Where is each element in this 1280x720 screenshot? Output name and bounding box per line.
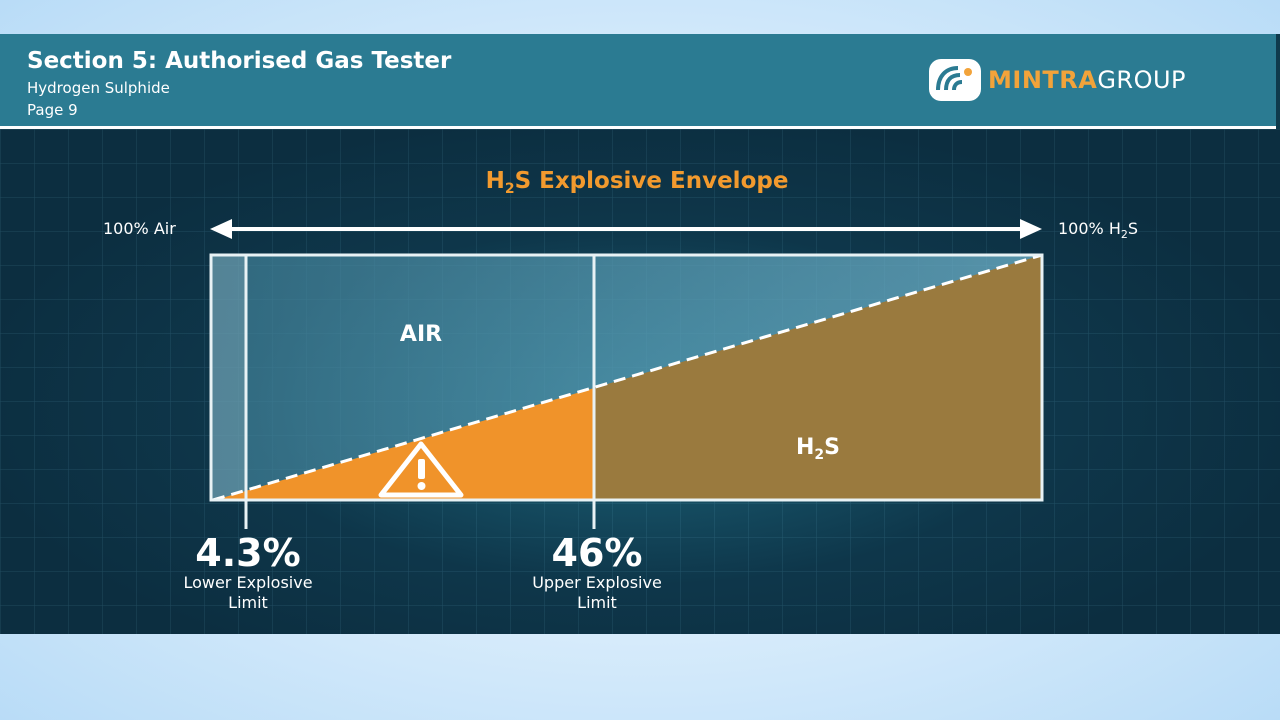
lel-value: 4.3% [195, 531, 300, 575]
logo-wordmark: MINTRAGROUP [988, 66, 1187, 94]
page-number: Page 9 [27, 101, 78, 119]
h2s-label: H2S [796, 435, 840, 463]
concentration-axis-arrow [210, 219, 1042, 239]
explosive-envelope-diagram: H2S Explosive Envelope 100% Air 100% H2S [0, 129, 1280, 634]
slide: Section 5: Authorised Gas Tester Hydroge… [0, 34, 1280, 634]
envelope-box [209, 253, 1044, 502]
topic-subtitle: Hydrogen Sulphide [27, 79, 170, 97]
right-end-label: 100% H2S [1058, 219, 1138, 241]
h2s-region [594, 255, 1042, 500]
diagram-title: H2S Explosive Envelope [486, 168, 789, 197]
concentration-diagonal [212, 253, 1043, 502]
lel-label-line2: Limit [228, 593, 268, 612]
uel-label-line2: Limit [577, 593, 617, 612]
mintra-logo-icon [929, 59, 981, 101]
lel-label-line1: Lower Explosive [183, 573, 312, 592]
uel-label-line1: Upper Explosive [532, 573, 662, 592]
mintra-group-logo: MINTRAGROUP [928, 58, 1186, 102]
warning-triangle-icon [378, 441, 464, 498]
below-lel-zone [211, 255, 246, 500]
section-title: Section 5: Authorised Gas Tester [27, 48, 452, 74]
diagram-stage: H2S Explosive Envelope 100% Air 100% H2S [0, 129, 1280, 634]
left-end-label: 100% Air [103, 219, 176, 238]
slide-header: Section 5: Authorised Gas Tester Hydroge… [0, 34, 1276, 129]
air-label: AIR [400, 322, 442, 347]
uel-value: 46% [552, 531, 643, 575]
